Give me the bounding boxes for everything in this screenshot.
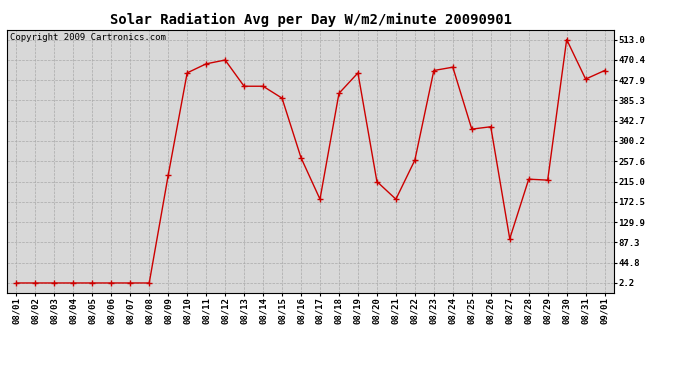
Title: Solar Radiation Avg per Day W/m2/minute 20090901: Solar Radiation Avg per Day W/m2/minute …	[110, 13, 511, 27]
Text: Copyright 2009 Cartronics.com: Copyright 2009 Cartronics.com	[10, 33, 166, 42]
